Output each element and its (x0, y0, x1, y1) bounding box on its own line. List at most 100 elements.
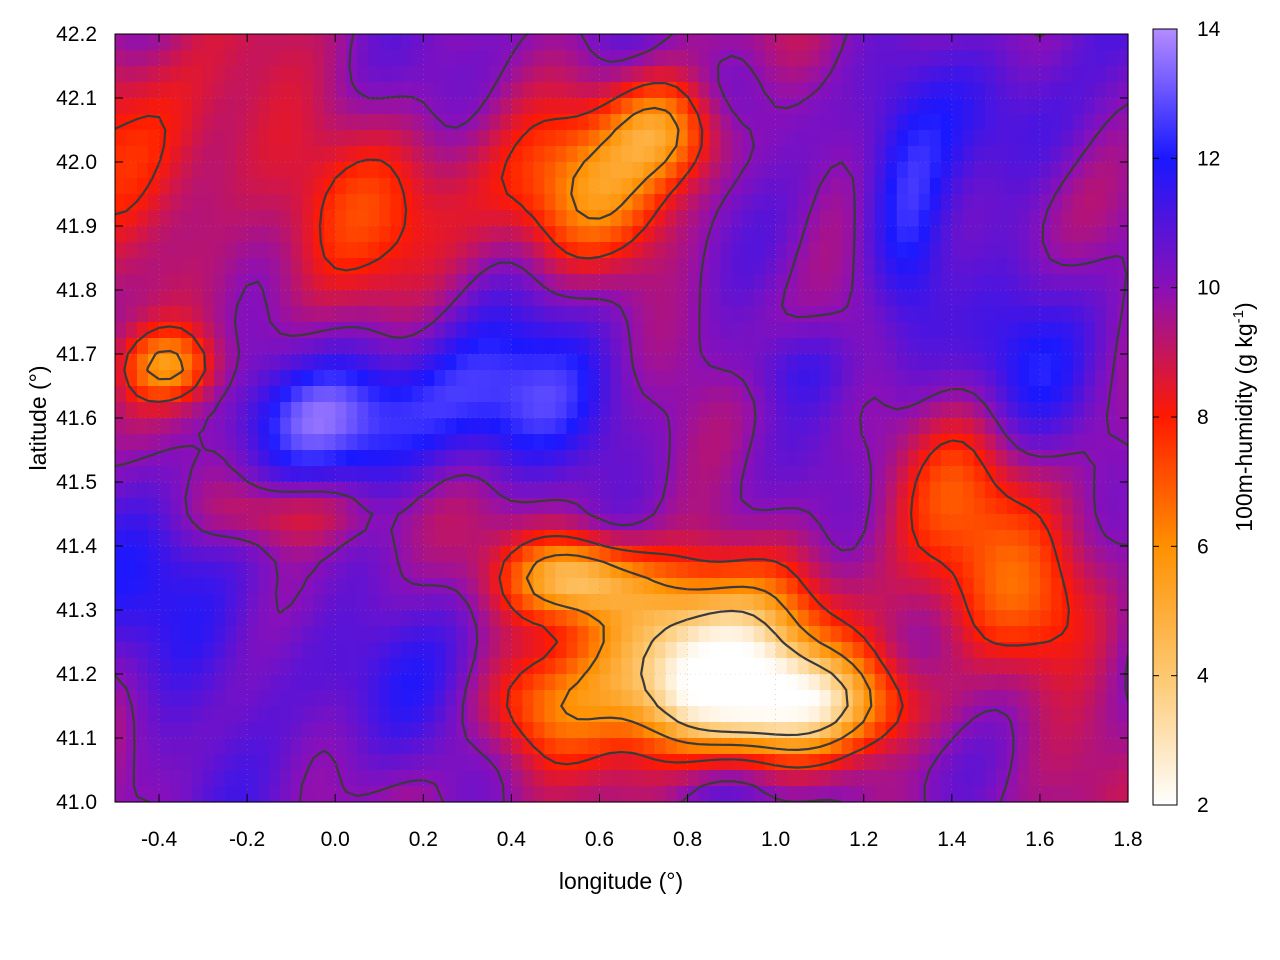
heatmap-cell (830, 322, 843, 339)
heatmap-cell (1050, 98, 1063, 115)
heatmap-cell (555, 562, 568, 579)
heatmap-cell (1094, 98, 1107, 115)
heatmap-cell (599, 178, 612, 195)
heatmap-cell (203, 658, 215, 675)
heatmap-cell (214, 642, 226, 659)
heatmap-cell (1039, 194, 1052, 211)
heatmap-cell (379, 306, 391, 323)
heatmap-cell (269, 274, 281, 291)
heatmap-cell (313, 530, 325, 547)
heatmap-cell (357, 530, 369, 547)
heatmap-cell (335, 530, 347, 547)
heatmap-cell (522, 66, 535, 83)
heatmap-cell (324, 258, 336, 275)
heatmap-cell (1083, 402, 1096, 419)
heatmap-cell (610, 338, 623, 355)
heatmap-cell (269, 770, 281, 787)
heatmap-cell (731, 658, 744, 675)
heatmap-cell (1061, 450, 1074, 467)
heatmap-cell (896, 274, 909, 291)
heatmap-cell (214, 466, 226, 483)
heatmap-cell (687, 434, 700, 451)
heatmap-cell (786, 754, 799, 771)
heatmap-cell (1072, 226, 1085, 243)
heatmap-cell (962, 402, 975, 419)
heatmap-cell (632, 498, 645, 515)
heatmap-cell (544, 450, 557, 467)
heatmap-cell (335, 82, 347, 99)
heatmap-cell (995, 674, 1008, 691)
heatmap-cell (885, 786, 898, 803)
heatmap-cell (1116, 354, 1129, 371)
heatmap-cell (280, 338, 292, 355)
heatmap-cell (863, 210, 876, 227)
heatmap-cell (247, 754, 259, 771)
heatmap-cell (247, 658, 259, 675)
heatmap-cell (929, 290, 942, 307)
heatmap-cell (291, 578, 303, 595)
heatmap-cell (643, 66, 656, 83)
heatmap-cell (324, 690, 336, 707)
heatmap-cell (588, 370, 601, 387)
heatmap-cell (170, 386, 182, 403)
heatmap-cell (500, 146, 512, 163)
heatmap-cell (797, 482, 810, 499)
heatmap-cell (489, 690, 501, 707)
heatmap-cell (940, 642, 953, 659)
heatmap-cell (819, 594, 832, 611)
heatmap-cell (665, 226, 678, 243)
heatmap-cell (830, 162, 843, 179)
heatmap-cell (841, 114, 854, 131)
heatmap-cell (709, 786, 722, 803)
heatmap-cell (214, 434, 226, 451)
heatmap-cell (379, 258, 391, 275)
heatmap-cell (797, 706, 810, 723)
heatmap-cell (995, 754, 1008, 771)
heatmap-cell (1094, 34, 1107, 51)
heatmap-cell (984, 194, 997, 211)
heatmap-cell (984, 418, 997, 435)
heatmap-cell (676, 530, 689, 547)
heatmap-cell (819, 578, 832, 595)
heatmap-cell (445, 82, 457, 99)
heatmap-cell (346, 722, 358, 739)
heatmap-cell (885, 498, 898, 515)
heatmap-cell (291, 162, 303, 179)
heatmap-cell (610, 82, 623, 99)
heatmap-cell (962, 498, 975, 515)
heatmap-cell (115, 98, 127, 115)
heatmap-cell (412, 50, 424, 67)
heatmap-cell (863, 226, 876, 243)
heatmap-cell (720, 130, 733, 147)
heatmap-cell (434, 194, 446, 211)
heatmap-cell (511, 66, 523, 83)
heatmap-cell (379, 738, 391, 755)
heatmap-cell (643, 610, 656, 627)
heatmap-cell (907, 434, 920, 451)
heatmap-cell (566, 130, 579, 147)
heatmap-cell (786, 306, 799, 323)
heatmap-cell (522, 274, 535, 291)
heatmap-cell (764, 306, 777, 323)
heatmap-cell (181, 322, 193, 339)
heatmap-cell (907, 738, 920, 755)
heatmap-cell (170, 146, 182, 163)
heatmap-cell (1050, 34, 1063, 51)
heatmap-cell (819, 722, 832, 739)
heatmap-cell (940, 338, 953, 355)
heatmap-cell (192, 562, 204, 579)
heatmap-cell (665, 610, 678, 627)
heatmap-cell (269, 546, 281, 563)
heatmap-cell (511, 162, 523, 179)
heatmap-cell (808, 786, 821, 803)
heatmap-cell (203, 594, 215, 611)
heatmap-cell (720, 34, 733, 51)
heatmap-cell (1006, 130, 1019, 147)
heatmap-cell (676, 50, 689, 67)
heatmap-cell (412, 162, 424, 179)
heatmap-cell (577, 482, 590, 499)
heatmap-cell (1116, 626, 1129, 643)
heatmap-cell (533, 594, 546, 611)
heatmap-cell (665, 530, 678, 547)
heatmap-cell (753, 194, 766, 211)
